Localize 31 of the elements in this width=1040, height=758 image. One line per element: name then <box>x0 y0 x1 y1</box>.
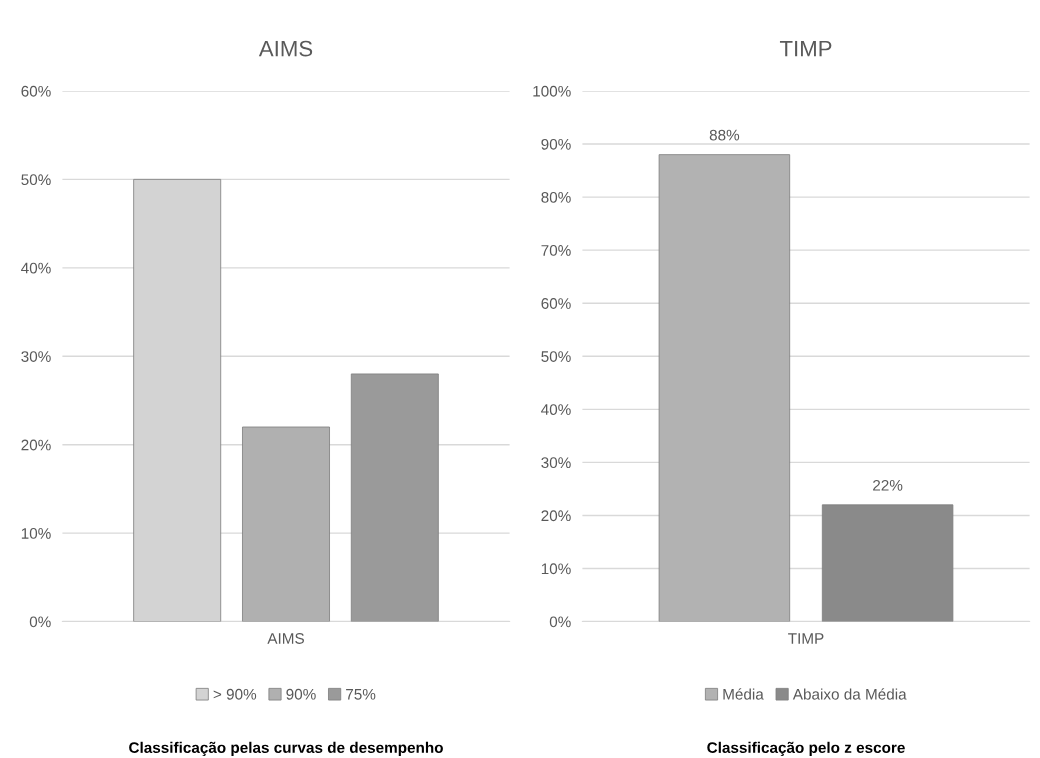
y-tick-label: 90% <box>541 138 571 150</box>
y-tick-label: 80% <box>541 191 571 203</box>
y-tick-label: 60% <box>21 85 51 97</box>
y-tick-label: 70% <box>541 245 571 256</box>
y-tick-label: 20% <box>21 439 51 451</box>
data-label: 22% <box>873 479 903 491</box>
y-tick-label: 40% <box>21 262 51 274</box>
chart-title: TIMP <box>779 40 832 57</box>
text: Classificação pelas curvas de desempenho <box>129 741 443 757</box>
chart-title: AIMS <box>258 40 313 57</box>
y-tick-label: 10% <box>541 563 571 575</box>
y-tick-label: 10% <box>21 527 51 539</box>
y-tick-label: 50% <box>21 174 51 186</box>
legend-label: > 90% <box>213 688 257 700</box>
y-tick-label: 20% <box>541 510 571 522</box>
y-tick-label: 40% <box>541 404 571 416</box>
y-tick-label: 30% <box>541 457 571 469</box>
legend-label: 75% <box>346 688 376 700</box>
y-tick-label: 60% <box>541 298 571 309</box>
y-tick-label: 0% <box>549 616 571 628</box>
y-tick-label: 0% <box>29 616 51 628</box>
data-label: 88% <box>709 129 740 141</box>
legend-label: 90% <box>286 688 316 700</box>
bar <box>242 426 330 622</box>
y-tick-label: 50% <box>541 351 571 362</box>
bar <box>350 373 439 622</box>
y-tick-label: 30% <box>21 351 51 362</box>
legend-label: Média <box>723 688 764 700</box>
text: Classificação pelo z escore <box>707 741 905 757</box>
legend-label: Abaixo da Média <box>792 688 907 700</box>
y-tick-label: 100% <box>533 85 571 97</box>
